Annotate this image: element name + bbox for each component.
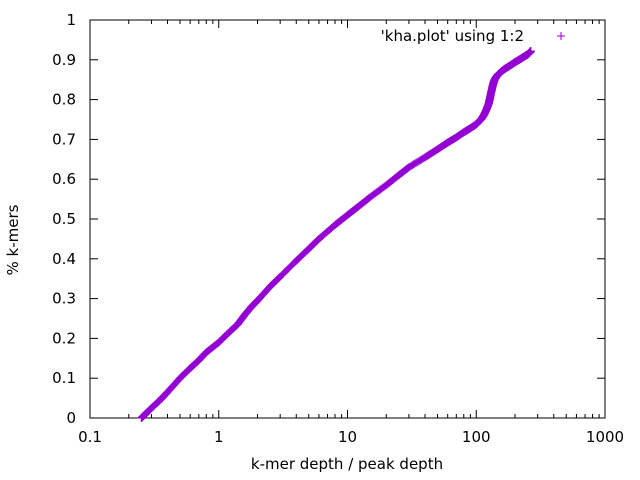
data-point	[283, 265, 292, 274]
y-tick-label: 1	[66, 11, 76, 29]
x-tick-label: 100	[462, 428, 491, 446]
legend-marker	[557, 32, 565, 40]
x-tick-label: 1000	[586, 428, 624, 446]
y-tick-label: 0.8	[52, 91, 76, 109]
data-point	[284, 264, 293, 273]
y-axis-label: % k-mers	[4, 204, 22, 275]
data-point	[526, 47, 535, 56]
data-point	[288, 260, 297, 269]
x-axis-label: k-mer depth / peak depth	[251, 455, 443, 473]
x-axis-ticks: 0.1 1 10 100 1000	[78, 20, 624, 446]
y-tick-label: 0.3	[52, 290, 76, 308]
y-tick-label: 0.9	[52, 51, 76, 69]
data-point	[287, 261, 296, 270]
x-tick-label: 10	[338, 428, 357, 446]
y-tick-label: 0.1	[52, 369, 76, 387]
y-tick-label: 0.2	[52, 329, 76, 347]
y-tick-label: 0	[66, 409, 76, 427]
legend-label: 'kha.plot' using 1:2	[381, 27, 524, 45]
legend: 'kha.plot' using 1:2	[381, 27, 565, 45]
y-axis-ticks: 0 0.1 0.2 0.3 0.4 0.5 0.6 0.7 0.8 0.9 1	[52, 11, 605, 427]
data-point	[285, 263, 294, 272]
y-tick-label: 0.7	[52, 130, 76, 148]
data-point	[280, 268, 289, 277]
y-tick-label: 0.6	[52, 170, 76, 188]
data-points	[137, 47, 535, 422]
data-point	[286, 262, 295, 271]
y-tick-label: 0.5	[52, 210, 76, 228]
data-point	[279, 269, 288, 278]
data-point	[281, 267, 290, 276]
legend-marker-plus	[557, 32, 565, 40]
y-tick-label: 0.4	[52, 250, 76, 268]
x-tick-label: 0.1	[78, 428, 102, 446]
x-tick-label: 1	[214, 428, 224, 446]
